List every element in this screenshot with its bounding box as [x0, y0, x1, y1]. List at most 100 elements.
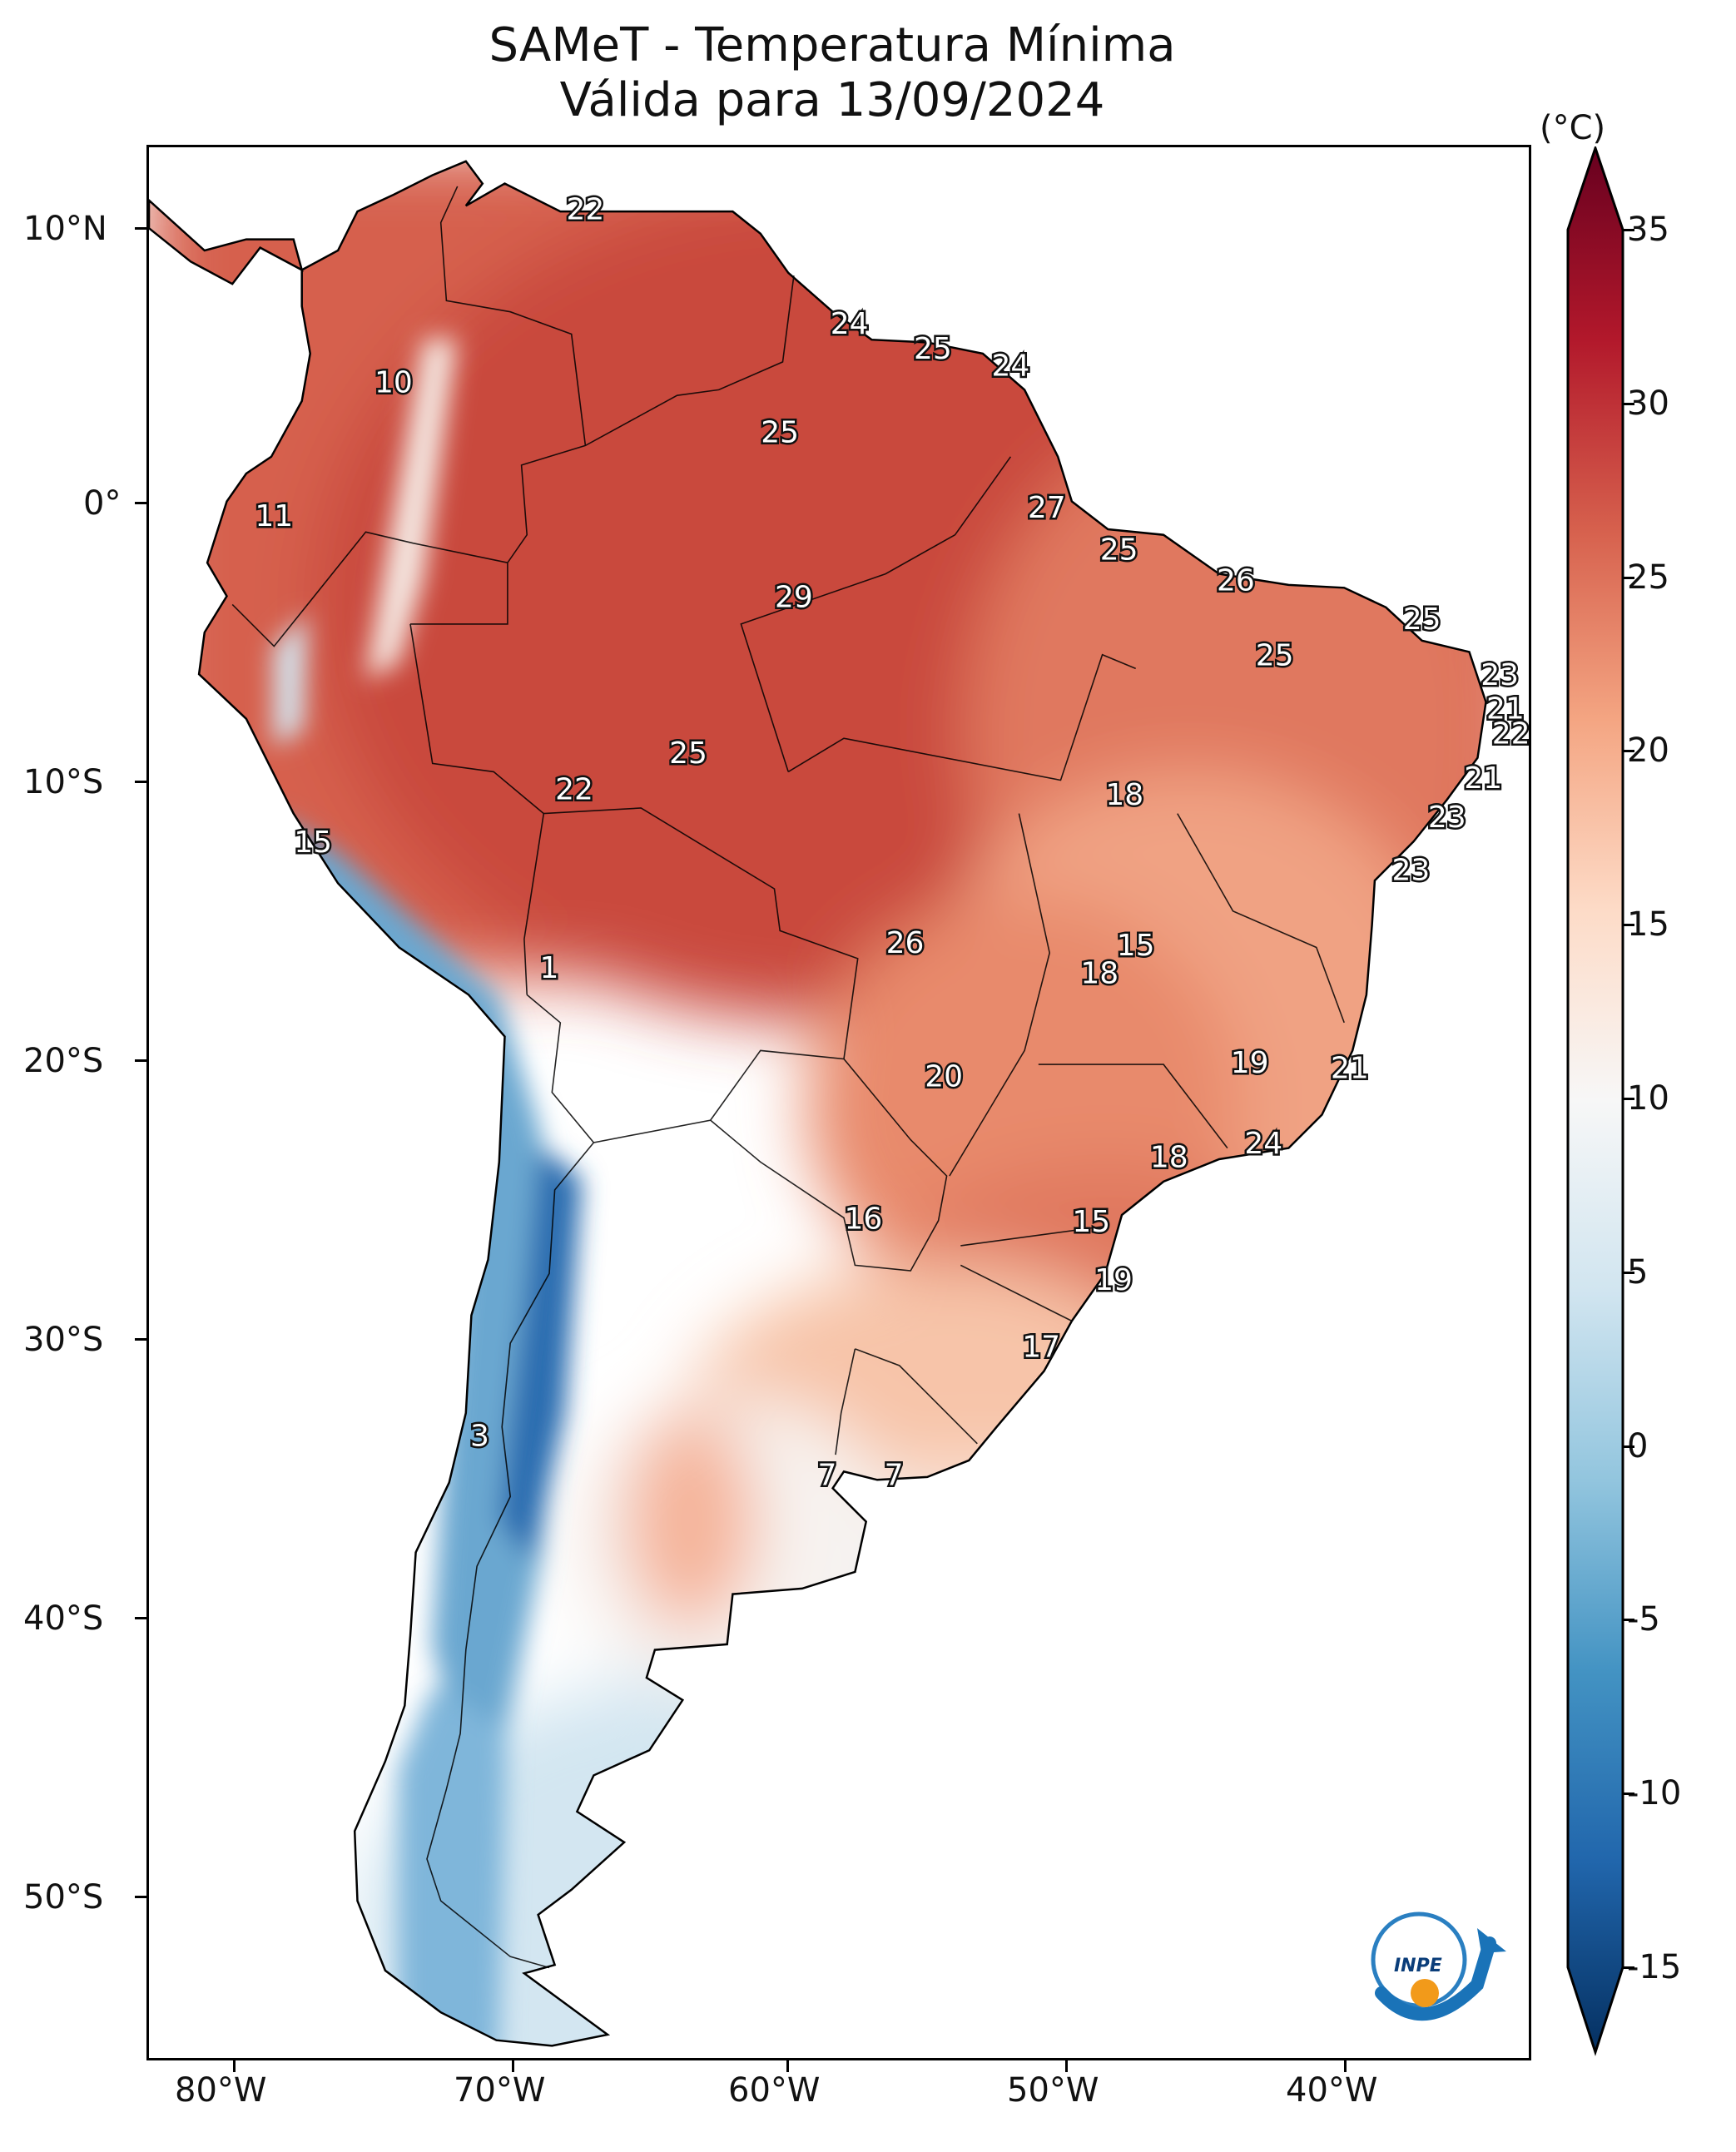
- title-line-2: Válida para 13/09/2024: [559, 73, 1105, 127]
- temperature-label: 26: [886, 926, 925, 960]
- lon-label-60w: 60°W: [728, 2071, 821, 2110]
- temperature-label: 3: [470, 1420, 489, 1454]
- temperature-label: 16: [844, 1202, 882, 1236]
- temperature-label: 7: [818, 1459, 837, 1493]
- lat-tick: [135, 502, 146, 504]
- temperature-label: 19: [1231, 1046, 1269, 1080]
- temperature-label: 24: [1244, 1127, 1282, 1161]
- lon-tick: [233, 2060, 236, 2072]
- temperature-label: 18: [1105, 778, 1143, 812]
- lat-tick: [135, 1338, 146, 1341]
- border-line: [710, 1058, 948, 1272]
- lat-tick: [135, 1896, 146, 1898]
- colorbar-tick: [1623, 576, 1634, 579]
- border-line: [960, 1225, 1106, 1247]
- colorbar-tick: [1623, 1445, 1634, 1448]
- temperature-label: 15: [294, 826, 332, 860]
- temperature-label: 21: [1331, 1052, 1369, 1086]
- colorbar-tick: [1623, 229, 1634, 231]
- lat-label-50s: 50°S: [23, 1878, 104, 1916]
- temperature-label: 10: [374, 365, 413, 399]
- temperature-label: 25: [914, 332, 952, 366]
- temperature-label: 23: [1428, 801, 1466, 835]
- colorbar-tick: [1623, 1966, 1634, 1969]
- country-borders: [231, 186, 1345, 1969]
- temperature-label: 26: [1217, 563, 1255, 598]
- colorbar-unit: (°C): [1540, 109, 1606, 147]
- colorbar-tick: [1623, 1098, 1634, 1100]
- temperature-label: 11: [255, 499, 293, 533]
- lat-tick: [135, 781, 146, 783]
- border-line: [855, 1348, 978, 1445]
- colorbar-tick: [1623, 402, 1634, 405]
- colorbar-tick: [1623, 1271, 1634, 1274]
- title-line-1: SAMeT - Temperatura Mínima: [489, 18, 1176, 72]
- temperature-label: 25: [761, 416, 799, 450]
- lat-label-20s: 20°S: [23, 1042, 104, 1080]
- lon-tick: [786, 2060, 789, 2072]
- lon-label-70w: 70°W: [454, 2071, 546, 2110]
- colorbar-tick: [1623, 750, 1634, 753]
- temperature-label: 24: [831, 307, 869, 341]
- border-line: [835, 1348, 856, 1455]
- border-line: [1038, 1064, 1228, 1149]
- temperature-label: 24: [991, 349, 1029, 383]
- temperature-label: 25: [1100, 533, 1138, 567]
- lon-tick: [512, 2060, 514, 2072]
- temperature-label: 25: [669, 736, 707, 771]
- lat-label-30s: 30°S: [23, 1321, 104, 1359]
- temperature-label: 25: [1403, 602, 1441, 637]
- border-line: [439, 186, 587, 446]
- border-line: [409, 623, 545, 995]
- temperature-label: 29: [775, 580, 813, 614]
- temperature-label: 22: [1492, 717, 1529, 751]
- lon-label-80w: 80°W: [175, 2071, 267, 2110]
- temperature-label: 1: [540, 951, 559, 985]
- temperature-label: 18: [1150, 1141, 1188, 1175]
- colorbar: [1566, 146, 1624, 2056]
- temperature-label: 22: [566, 193, 604, 227]
- lat-tick: [135, 227, 146, 230]
- border-line: [231, 531, 508, 647]
- temperature-label: 17: [1022, 1331, 1060, 1365]
- lat-label-10s: 10°S: [23, 763, 104, 801]
- temperature-label: 21: [1486, 692, 1525, 726]
- lat-tick: [135, 1059, 146, 1062]
- lat-label-10n: 10°N: [23, 210, 107, 248]
- temperature-label: 7: [885, 1459, 904, 1493]
- lon-tick: [1065, 2060, 1068, 2072]
- temperature-label: 21: [1464, 761, 1502, 796]
- logo-text: INPE: [1394, 1956, 1442, 1976]
- lon-label-50w: 50°W: [1007, 2071, 1099, 2110]
- lon-label-40w: 40°W: [1286, 2071, 1378, 2110]
- inpe-logo: INPE: [1371, 1912, 1506, 2021]
- colorbar-tick: [1623, 1793, 1634, 1796]
- border-line: [426, 1142, 595, 1969]
- temperature-label: 27: [1028, 491, 1066, 525]
- temperature-label: 25: [1256, 639, 1294, 673]
- map-panel: 22 24 25 24 10 25 27 11 25 26 29 25 25 23 21 22 25 21 22 18…: [146, 145, 1531, 2060]
- colorbar-tick-label: -15: [1627, 1948, 1682, 1986]
- colorbar-tick-label: -10: [1627, 1774, 1682, 1813]
- temperature-field: [149, 161, 1486, 2046]
- lon-tick: [1344, 2060, 1347, 2072]
- border-line: [507, 275, 795, 563]
- map-title: SAMeT - Temperatura Mínima Válida para 1…: [0, 18, 1664, 128]
- temperature-label: 23: [1481, 658, 1519, 692]
- temperature-label: 22: [555, 773, 593, 807]
- lat-tick: [135, 1617, 146, 1619]
- colorbar-tick: [1623, 924, 1634, 927]
- temperature-label: 19: [1094, 1263, 1133, 1297]
- border-line: [1177, 813, 1345, 1024]
- border-line: [787, 653, 1137, 781]
- temperature-label: 23: [1391, 854, 1430, 888]
- lat-label-0: 0°: [83, 484, 122, 523]
- temperature-label: 18: [1080, 957, 1118, 991]
- lat-label-40s: 40°S: [23, 1599, 104, 1638]
- border-line: [949, 813, 1051, 1177]
- temperature-label: 20: [925, 1060, 963, 1094]
- temperature-label: 15: [1072, 1205, 1110, 1239]
- border-line: [410, 563, 508, 625]
- colorbar-scale: [1566, 146, 1624, 2056]
